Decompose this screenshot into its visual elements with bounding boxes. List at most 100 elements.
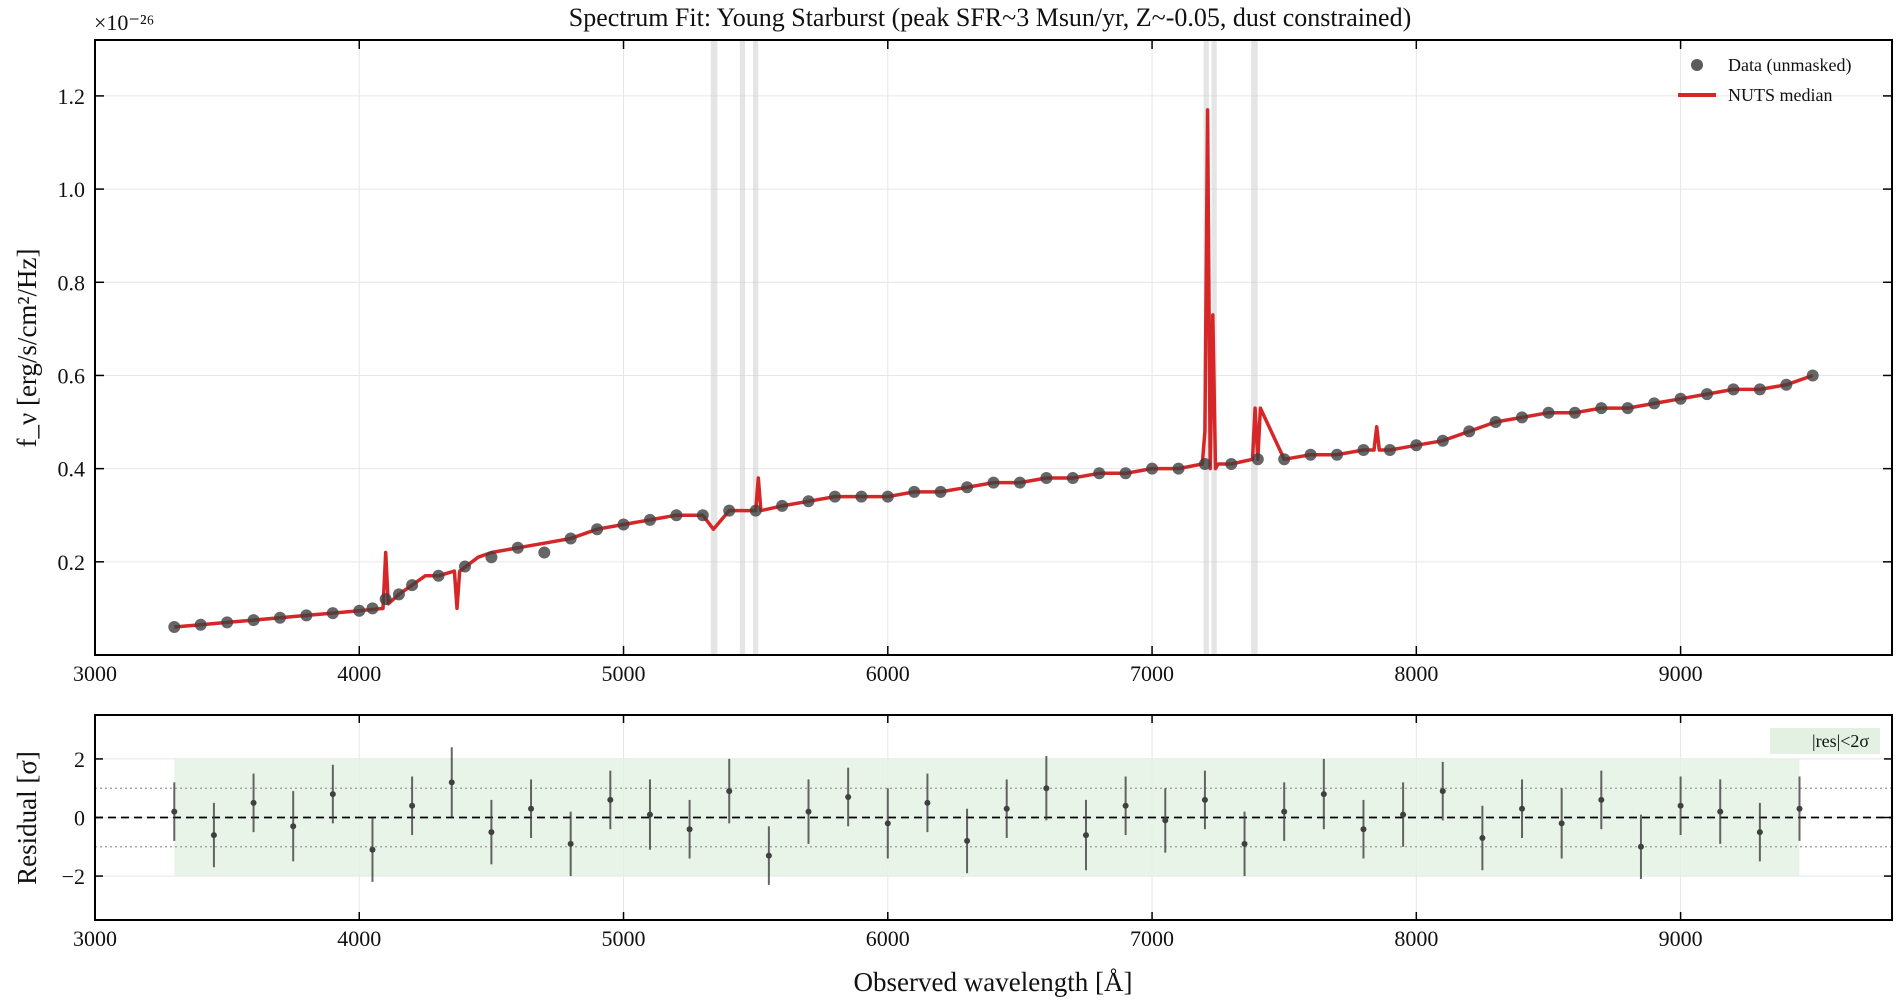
- spectrum-axes-frame: [94, 39, 1893, 656]
- legend-model-label: NUTS median: [1728, 85, 1832, 105]
- data-point: [749, 504, 762, 517]
- masked-region: [753, 40, 759, 655]
- data-point: [538, 546, 551, 559]
- data-point: [1621, 402, 1634, 415]
- residual-ticks: 3000 4000 5000 6000 7000 8000 9000 −2 0 2: [62, 715, 1892, 951]
- residual-point: [1479, 835, 1486, 841]
- data-point: [300, 609, 313, 622]
- residual-point: [1439, 788, 1446, 795]
- residual-point: [1241, 840, 1248, 847]
- residual-point: [1320, 791, 1327, 798]
- data-point: [366, 602, 379, 615]
- x-tick-label: 6000: [866, 926, 910, 951]
- data-point: [723, 504, 736, 517]
- legend: Data (unmasked) NUTS median: [1678, 55, 1851, 105]
- data-point: [459, 560, 471, 573]
- masked-region: [710, 40, 718, 655]
- data-point: [392, 588, 405, 601]
- spectrum-panel: 3000 4000 5000 6000 7000 8000 9000 0.2 0.4 0.6 0.8…: [12, 10, 1893, 686]
- data-point: [908, 485, 921, 498]
- data-point: [1780, 378, 1793, 391]
- data-point: [1040, 472, 1053, 484]
- residual-point: [1082, 832, 1089, 839]
- residual-point: [1201, 796, 1208, 803]
- data-point: [1013, 476, 1026, 489]
- residual-point: [1122, 802, 1129, 809]
- band-legend-swatch: [1770, 728, 1880, 754]
- residual-point: [1796, 805, 1803, 812]
- data-point: [1225, 458, 1238, 470]
- x-tick-label: 8000: [1394, 926, 1438, 951]
- data-point: [934, 485, 947, 498]
- data-point: [168, 621, 181, 633]
- data-point: [432, 569, 445, 582]
- data-point: [1172, 462, 1185, 475]
- data-point: [1568, 406, 1581, 419]
- data-point: [670, 509, 683, 522]
- masked-region: [1251, 40, 1258, 655]
- residual-point: [1637, 843, 1644, 850]
- residual-point: [1003, 805, 1010, 812]
- data-point: [1410, 439, 1423, 452]
- data-point: [1357, 444, 1370, 456]
- y-tick-label: 1.2: [58, 84, 86, 109]
- data-point: [1119, 467, 1132, 480]
- data-point: [1278, 453, 1291, 466]
- data-point: [1701, 388, 1713, 401]
- residual-point: [924, 799, 931, 806]
- y-tick-label: 0.8: [58, 270, 86, 295]
- data-point: [881, 490, 894, 503]
- data-point: [1727, 383, 1740, 396]
- residual-point: [369, 846, 376, 853]
- data-point: [564, 532, 577, 545]
- x-tick-label: 9000: [1659, 926, 1703, 951]
- residual-point: [845, 794, 852, 800]
- data-point: [1648, 397, 1661, 410]
- legend-data-label: Data (unmasked): [1728, 55, 1851, 76]
- residual-point: [1558, 820, 1565, 827]
- data-point: [1304, 448, 1317, 461]
- residual-point: [1717, 808, 1724, 815]
- residual-point: [726, 788, 733, 795]
- data-point: [591, 523, 604, 536]
- residual-point: [1043, 785, 1050, 792]
- data-point: [221, 616, 234, 629]
- x-tick-label: 3000: [73, 926, 117, 951]
- data-point: [194, 618, 207, 631]
- data-point: [1251, 453, 1264, 466]
- residual-reference-lines: [95, 787, 1892, 848]
- data-point: [617, 518, 630, 531]
- data-point: [379, 593, 392, 606]
- y-tick-label: 0.4: [58, 457, 86, 482]
- data-point: [1198, 458, 1211, 470]
- data-point: [326, 607, 339, 620]
- data-point: [1463, 425, 1476, 438]
- y-tick-label: 2: [74, 747, 85, 772]
- data-point: [802, 495, 815, 508]
- band-legend-label: |res|<2σ: [1812, 731, 1869, 751]
- residual-point: [1677, 802, 1684, 809]
- chart-title: Spectrum Fit: Young Starburst (peak SFR~…: [569, 3, 1411, 32]
- data-point: [961, 481, 974, 494]
- x-tick-label: 4000: [337, 926, 381, 951]
- x-axis-label: Observed wavelength [Å]: [854, 967, 1133, 997]
- data-point: [247, 614, 260, 627]
- residual-point: [1519, 805, 1526, 812]
- x-tick-label: 8000: [1394, 661, 1438, 686]
- x-tick-label: 3000: [73, 661, 117, 686]
- x-tick-label: 9000: [1659, 661, 1703, 686]
- masked-region: [739, 40, 746, 655]
- data-point: [1806, 369, 1819, 382]
- data-point: [855, 490, 868, 503]
- data-point: [511, 541, 524, 554]
- data-point: [1489, 416, 1502, 428]
- y-tick-label: −2: [62, 864, 85, 889]
- y-exponent-label: ×10⁻²⁶: [94, 10, 154, 35]
- y-tick-label: 0: [74, 806, 85, 831]
- residual-point: [488, 829, 495, 836]
- residual-point: [250, 799, 257, 806]
- y-tick-label: 1.0: [58, 177, 86, 202]
- residual-point: [765, 852, 772, 859]
- spectrum-y-axis-label: f_ν [erg/s/cm²/Hz]: [12, 249, 42, 448]
- residual-point: [210, 832, 217, 839]
